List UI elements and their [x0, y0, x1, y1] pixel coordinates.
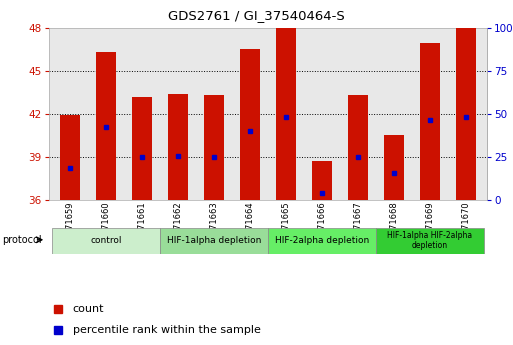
Bar — [52, 228, 160, 254]
Bar — [348, 95, 368, 200]
Bar — [376, 228, 484, 254]
Bar — [240, 49, 260, 200]
Bar — [96, 52, 116, 200]
Bar — [204, 95, 224, 200]
Text: HIF-1alpha HIF-2alpha
depletion: HIF-1alpha HIF-2alpha depletion — [387, 231, 472, 250]
Bar — [61, 115, 80, 200]
Text: HIF-1alpha depletion: HIF-1alpha depletion — [167, 236, 261, 245]
Text: protocol: protocol — [3, 236, 42, 245]
Text: GDS2761 / GI_37540464-S: GDS2761 / GI_37540464-S — [168, 9, 345, 22]
Bar — [160, 228, 268, 254]
Text: count: count — [73, 304, 104, 314]
Bar — [420, 43, 440, 200]
Bar — [168, 94, 188, 200]
Bar — [276, 28, 296, 200]
Bar — [456, 28, 476, 200]
Bar — [132, 97, 152, 200]
Text: percentile rank within the sample: percentile rank within the sample — [73, 325, 261, 335]
Text: control: control — [90, 236, 122, 245]
Text: HIF-2alpha depletion: HIF-2alpha depletion — [275, 236, 369, 245]
Bar — [384, 136, 404, 200]
Bar — [312, 161, 332, 200]
Bar — [268, 228, 376, 254]
